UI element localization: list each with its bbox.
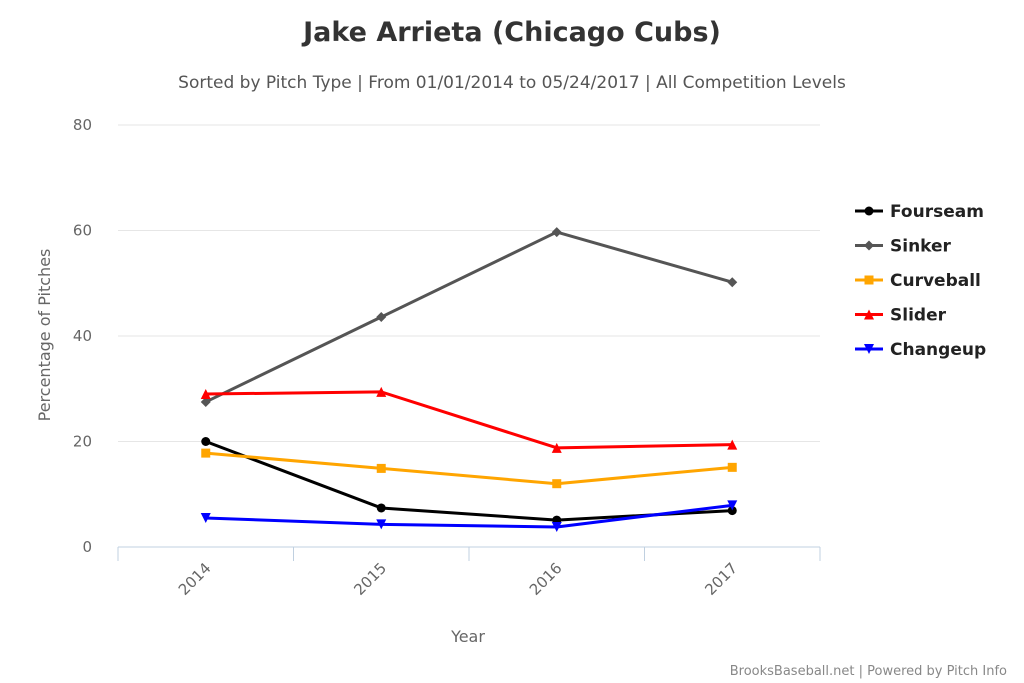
legend-label: Slider xyxy=(890,306,947,326)
sinker-point[interactable] xyxy=(551,227,562,238)
x-tick-label: 2017 xyxy=(701,559,741,599)
series-changeup xyxy=(200,500,738,532)
curveball-line[interactable] xyxy=(205,451,733,486)
changeup-point[interactable] xyxy=(727,500,738,511)
legend-item-sinker[interactable]: Sinker xyxy=(855,237,952,257)
changeup-point[interactable] xyxy=(551,521,562,532)
chart-subtitle: Sorted by Pitch Type | From 01/01/2014 t… xyxy=(178,73,846,93)
curveball-point[interactable] xyxy=(552,479,562,489)
slider-point[interactable] xyxy=(551,442,562,453)
curveball-point[interactable] xyxy=(201,448,211,458)
curveball-point[interactable] xyxy=(727,462,737,472)
x-axis: 2014 2015 2016 2017 xyxy=(117,546,821,599)
legend-item-fourseam[interactable]: Fourseam xyxy=(855,202,984,222)
slider-point[interactable] xyxy=(200,389,211,400)
legend-marker[interactable] xyxy=(864,344,874,354)
legend-marker[interactable] xyxy=(864,206,874,216)
legend-item-curveball[interactable]: Curveball xyxy=(855,271,981,291)
curveball-point[interactable] xyxy=(376,463,386,473)
fourseam-point[interactable] xyxy=(727,506,737,516)
sinker-line[interactable] xyxy=(205,230,733,404)
x-tick-label: 2015 xyxy=(350,559,390,599)
y-tick-label: 60 xyxy=(73,222,92,240)
fourseam-point[interactable] xyxy=(201,437,211,446)
x-tick-label: 2014 xyxy=(175,559,215,599)
sinker-point[interactable] xyxy=(376,312,387,323)
series-layer xyxy=(200,227,738,532)
legend-item-slider[interactable]: Slider xyxy=(855,306,947,326)
legend-item-changeup[interactable]: Changeup xyxy=(855,340,986,360)
gridlines xyxy=(118,124,820,442)
x-axis-title: Year xyxy=(450,627,485,646)
legend-marker[interactable] xyxy=(864,275,874,285)
y-axis-ticks: 0 20 40 60 80 xyxy=(73,116,92,556)
y-tick-label: 0 xyxy=(82,538,92,556)
legend-label: Fourseam xyxy=(890,202,984,222)
series-fourseam xyxy=(201,437,737,525)
y-axis-title: Percentage of Pitches xyxy=(35,249,54,422)
series-slider xyxy=(200,386,738,453)
legend-marker[interactable] xyxy=(864,240,874,251)
slider-point[interactable] xyxy=(376,386,387,397)
changeup-line[interactable] xyxy=(205,503,733,529)
credits[interactable]: BrooksBaseball.net | Powered by Pitch In… xyxy=(730,664,1007,679)
sinker-point[interactable] xyxy=(200,396,211,407)
slider-line[interactable] xyxy=(205,390,733,450)
fourseam-line[interactable] xyxy=(205,440,733,522)
fourseam-point[interactable] xyxy=(376,503,386,513)
changeup-point[interactable] xyxy=(200,512,211,523)
slider-point[interactable] xyxy=(727,439,738,450)
legend-marker[interactable] xyxy=(864,309,874,320)
series-sinker xyxy=(200,227,738,407)
y-tick-label: 40 xyxy=(73,327,92,345)
x-tick-label: 2016 xyxy=(526,559,566,599)
sinker-point[interactable] xyxy=(727,277,738,288)
changeup-point[interactable] xyxy=(376,519,387,530)
legend: Fourseam Sinker Curveball Slider Changeup xyxy=(855,202,986,360)
legend-label: Curveball xyxy=(890,271,981,291)
y-tick-label: 80 xyxy=(73,116,92,134)
legend-label: Changeup xyxy=(890,340,986,360)
chart-title: Jake Arrieta (Chicago Cubs) xyxy=(301,17,721,48)
y-tick-label: 20 xyxy=(73,433,92,451)
legend-label: Sinker xyxy=(890,237,952,257)
series-curveball xyxy=(201,448,737,489)
